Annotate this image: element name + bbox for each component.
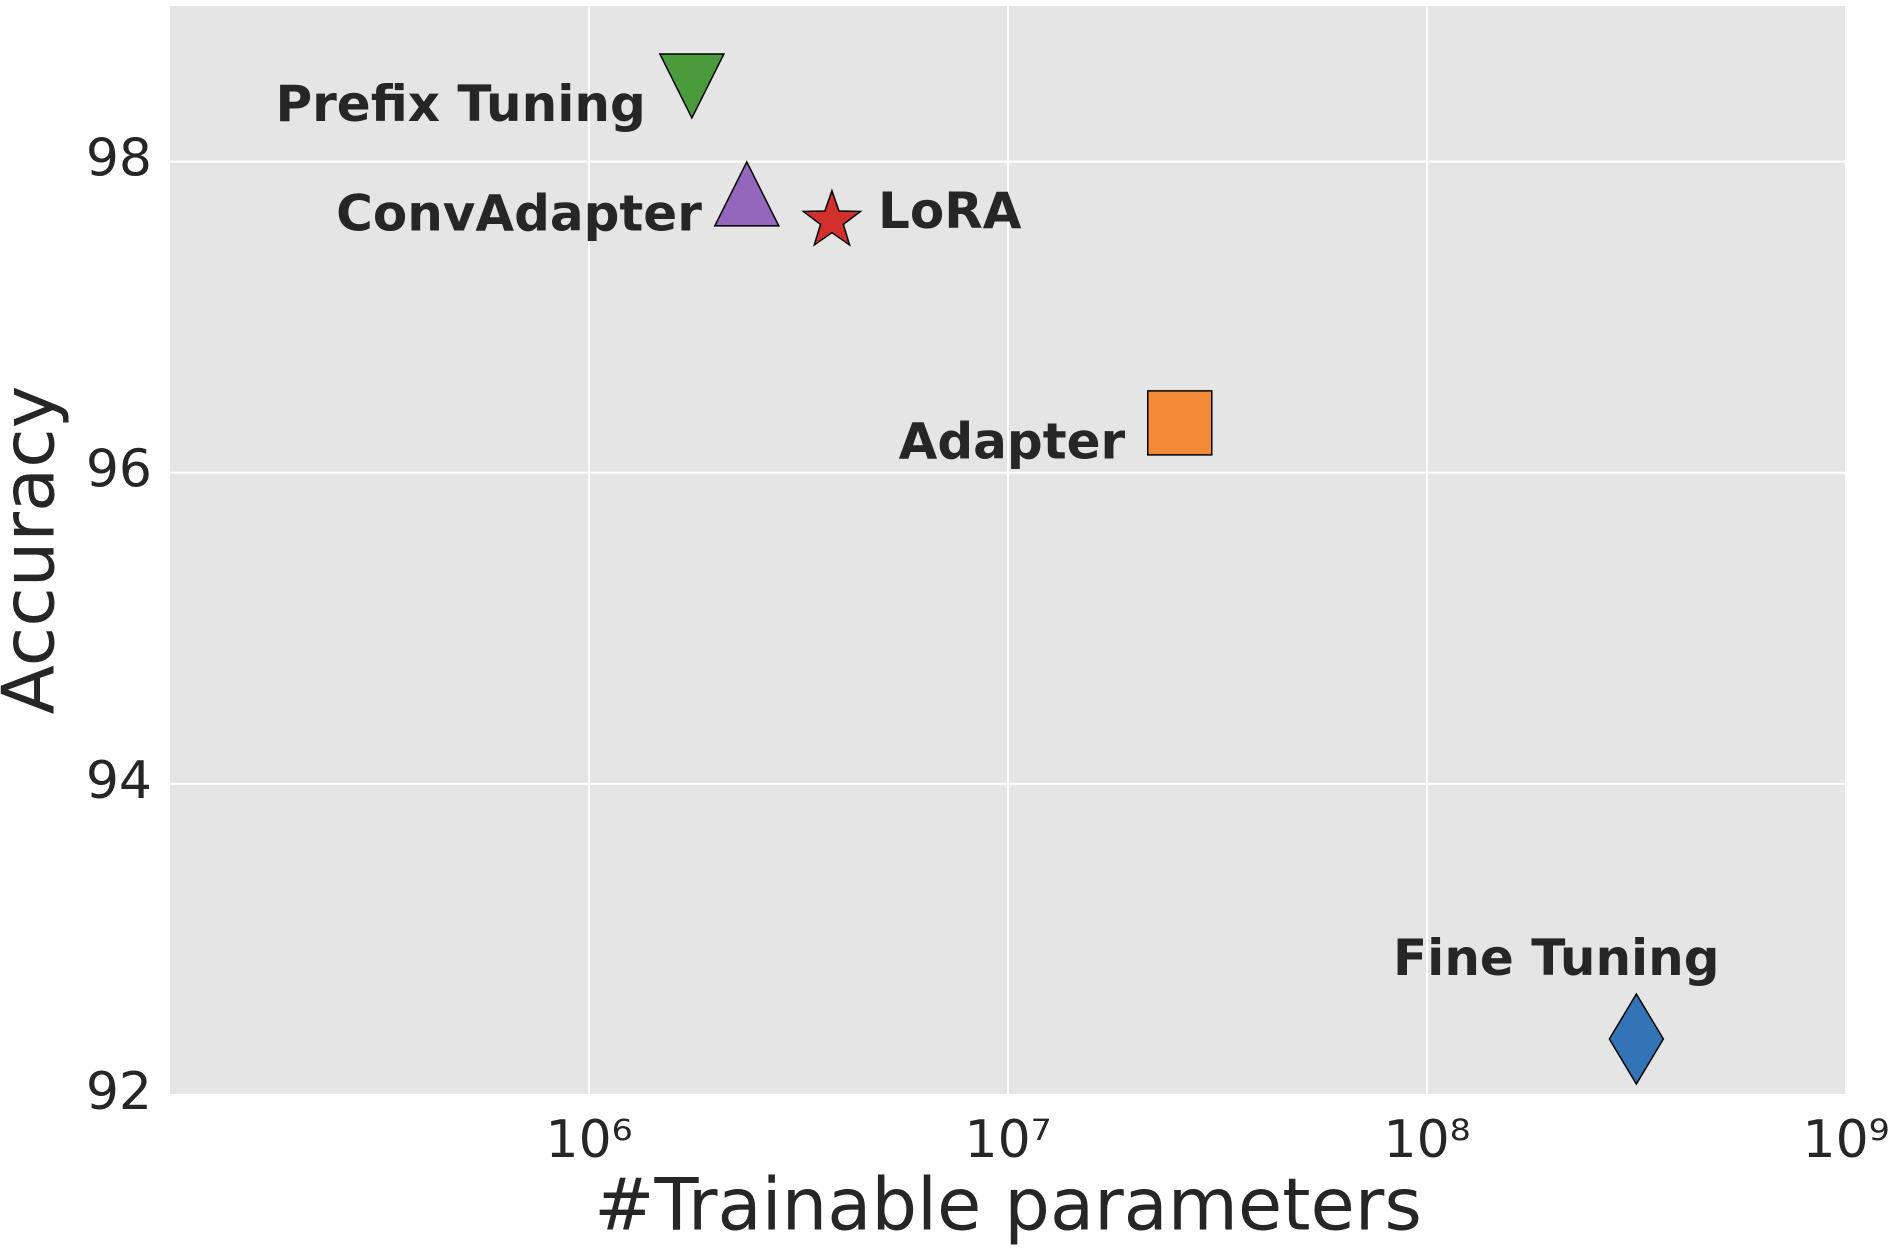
point-label: Adapter: [899, 412, 1126, 470]
y-axis-label: Accuracy: [0, 386, 71, 715]
y-tick-label: 98: [86, 129, 152, 189]
marker: [1608, 992, 1665, 1086]
y-tick-label: 94: [86, 751, 152, 811]
point-label: ConvAdapter: [336, 185, 702, 243]
x-axis-label: #Trainable parameters: [594, 1163, 1422, 1247]
x-tick-label: 10⁷: [964, 1110, 1051, 1170]
x-tick-label: 10⁶: [545, 1110, 632, 1170]
marker: [658, 53, 726, 120]
x-tick-label: 10⁸: [1383, 1110, 1470, 1170]
y-tick-label: 92: [86, 1062, 152, 1122]
marker: [1147, 390, 1213, 456]
point-label: LoRA: [878, 182, 1022, 240]
marker: [713, 160, 780, 227]
point-label: Prefix Tuning: [276, 75, 646, 133]
point-label: Fine Tuning: [1393, 929, 1720, 987]
y-tick-label: 96: [86, 440, 152, 500]
x-tick-label: 10⁹: [1802, 1110, 1889, 1170]
marker: [801, 188, 863, 247]
